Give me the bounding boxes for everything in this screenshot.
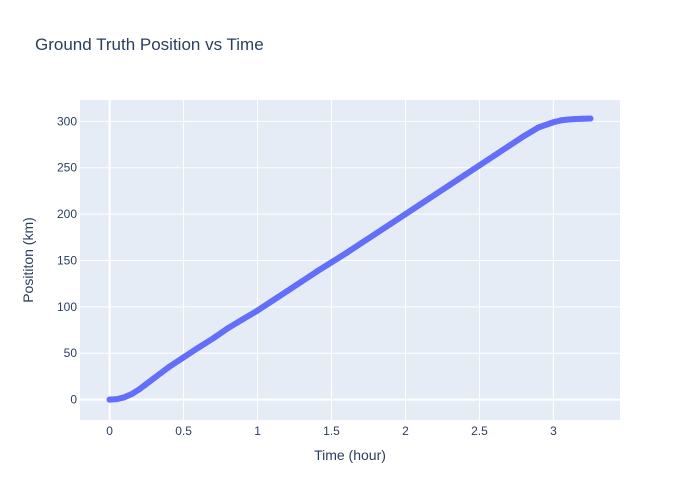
data-point: [520, 133, 527, 140]
x-tick-label: 2.5: [471, 424, 488, 438]
data-point: [269, 297, 276, 304]
data-point: [121, 394, 128, 401]
data-point: [387, 220, 394, 227]
chart-title: Ground Truth Position vs Time: [35, 35, 264, 54]
data-point: [587, 115, 594, 122]
y-tick-label: 50: [64, 346, 78, 360]
series-layer: [106, 115, 594, 403]
y-axis-ticks: 0 50 100 150 200 250 300: [57, 114, 77, 406]
data-point: [313, 268, 320, 275]
x-tick-label: 0: [106, 424, 113, 438]
data-point: [195, 344, 202, 351]
grid: [80, 100, 620, 420]
data-point: [328, 259, 335, 266]
x-axis-ticks: 0 0.5 1 1.5 2 2.5 3: [106, 424, 557, 438]
x-tick-label: 3: [550, 424, 557, 438]
data-point: [143, 380, 150, 387]
data-point: [476, 162, 483, 169]
data-point: [298, 278, 305, 285]
data-point: [284, 288, 291, 295]
x-tick-label: 1.5: [323, 424, 340, 438]
data-point: [461, 172, 468, 179]
data-point: [491, 152, 498, 159]
y-tick-label: 300: [57, 114, 77, 128]
y-tick-label: 100: [57, 300, 77, 314]
x-tick-label: 0.5: [175, 424, 192, 438]
data-point: [239, 316, 246, 323]
y-tick-label: 0: [70, 393, 77, 407]
y-axis-title: Posititon (km): [20, 217, 36, 303]
data-point: [224, 325, 231, 332]
data-point: [535, 124, 542, 131]
y-tick-label: 150: [57, 253, 77, 267]
data-point: [358, 240, 365, 247]
data-point: [254, 307, 261, 314]
data-point: [565, 116, 572, 123]
data-point: [150, 375, 157, 382]
data-point: [432, 191, 439, 198]
data-point: [165, 364, 172, 371]
data-point: [446, 181, 453, 188]
data-point: [136, 386, 143, 393]
data-point: [128, 391, 135, 398]
data-point: [580, 115, 587, 122]
y-tick-label: 250: [57, 161, 77, 175]
data-point: [417, 201, 424, 208]
y-tick-label: 200: [57, 207, 77, 221]
data-point: [113, 396, 120, 403]
data-point: [180, 354, 187, 361]
x-tick-label: 2: [402, 424, 409, 438]
data-point: [372, 230, 379, 237]
data-point: [550, 119, 557, 126]
data-point: [506, 142, 513, 149]
data-point: [210, 335, 217, 342]
data-point: [572, 116, 579, 123]
data-point: [343, 250, 350, 257]
x-tick-label: 1: [254, 424, 261, 438]
data-point: [402, 211, 409, 218]
data-point: [557, 117, 564, 124]
data-point: [106, 396, 113, 403]
x-axis-title: Time (hour): [314, 447, 386, 463]
